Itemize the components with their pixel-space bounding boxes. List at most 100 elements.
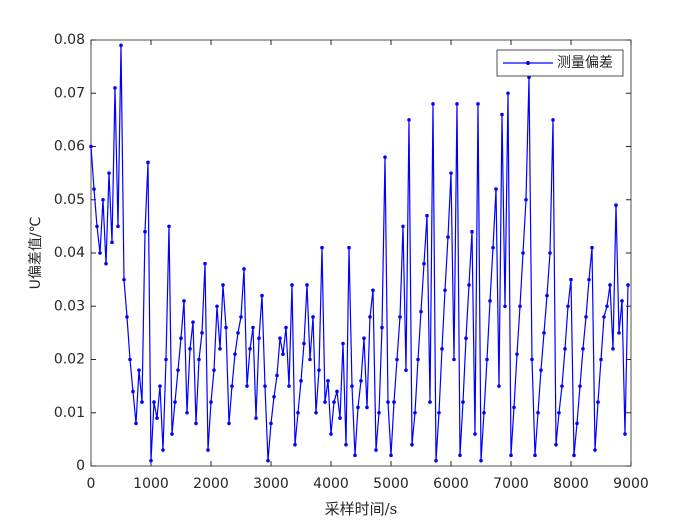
y-tick-label: 0.02 — [54, 352, 85, 368]
data-point — [209, 400, 213, 404]
data-point — [176, 368, 180, 372]
x-tick-label: 1000 — [133, 476, 169, 492]
data-point — [257, 336, 261, 341]
data-point — [434, 458, 438, 463]
data-point — [362, 336, 366, 341]
data-point — [437, 410, 441, 415]
data-point — [311, 315, 315, 319]
data-point — [500, 112, 504, 117]
data-point — [107, 171, 111, 175]
data-point — [563, 347, 567, 351]
data-point — [605, 304, 609, 309]
data-point — [254, 416, 258, 420]
data-point — [614, 203, 618, 207]
data-point — [236, 331, 240, 335]
data-point — [440, 347, 444, 351]
data-point — [188, 347, 192, 351]
data-point — [590, 245, 594, 250]
x-axis-label: 采样时间/s — [325, 500, 398, 518]
data-point — [239, 315, 243, 319]
data-point — [482, 410, 486, 415]
data-point — [428, 400, 432, 404]
data-point — [212, 368, 216, 372]
data-point — [359, 379, 363, 383]
data-point — [464, 336, 468, 341]
data-point — [521, 251, 525, 255]
data-point — [488, 299, 492, 303]
data-point — [191, 320, 195, 325]
y-tick-label: 0.01 — [54, 405, 85, 421]
data-point — [602, 315, 606, 319]
data-point — [308, 357, 312, 362]
data-point — [617, 331, 621, 335]
data-point — [194, 421, 198, 426]
data-point — [128, 357, 132, 362]
data-point — [305, 283, 309, 287]
data-point — [401, 224, 405, 229]
data-point — [485, 357, 489, 362]
data-point — [524, 197, 528, 202]
data-point — [89, 144, 93, 149]
data-point — [473, 432, 477, 436]
data-point — [449, 171, 453, 175]
data-point — [230, 384, 234, 388]
data-point — [413, 410, 417, 415]
data-point — [272, 394, 276, 399]
data-point — [227, 421, 231, 426]
data-line — [90, 45, 629, 461]
x-tick-label: 9000 — [613, 476, 649, 492]
data-point — [557, 410, 561, 415]
legend-marker — [526, 61, 530, 65]
data-point — [269, 421, 273, 426]
data-point — [281, 352, 285, 356]
data-point — [149, 458, 153, 463]
data-point — [242, 267, 246, 271]
data-point — [431, 102, 435, 106]
data-point — [323, 400, 327, 404]
data-point — [251, 325, 255, 330]
data-point — [245, 384, 249, 388]
data-point — [404, 368, 408, 372]
data-point — [275, 373, 279, 378]
data-point — [167, 224, 171, 229]
y-axis-label: U偏差值/℃ — [28, 217, 44, 290]
data-point — [110, 240, 114, 245]
x-tick-label: 7000 — [493, 476, 529, 492]
data-point — [419, 309, 423, 314]
data-point — [347, 245, 351, 250]
data-point — [554, 442, 558, 447]
data-point — [284, 325, 288, 330]
y-tick-label: 0.08 — [54, 32, 85, 48]
data-point — [113, 86, 117, 90]
data-point — [173, 400, 177, 404]
data-point — [374, 448, 378, 452]
data-point — [398, 315, 402, 319]
data-point — [98, 251, 102, 255]
data-point — [161, 448, 165, 452]
y-tick-label: 0.06 — [54, 139, 85, 155]
data-point — [422, 261, 426, 266]
data-point — [458, 453, 462, 458]
data-point — [596, 400, 600, 404]
legend-label: 测量偏差 — [557, 55, 613, 71]
data-point — [512, 405, 516, 410]
data-point — [536, 410, 540, 415]
data-point — [152, 400, 156, 404]
data-point — [626, 283, 630, 287]
data-point — [569, 277, 573, 282]
data-point — [416, 357, 420, 362]
x-tick-label: 3000 — [253, 476, 289, 492]
y-tick-label: 0.04 — [54, 245, 85, 261]
data-point — [125, 315, 129, 319]
data-point — [146, 160, 150, 165]
data-point — [581, 347, 585, 351]
data-point — [248, 347, 252, 351]
data-point — [392, 400, 396, 404]
data-point — [533, 453, 537, 458]
data-point — [575, 421, 579, 426]
y-tick-label: 0.03 — [54, 298, 85, 314]
data-point — [179, 336, 183, 341]
data-point — [377, 410, 381, 415]
data-point — [317, 368, 321, 372]
data-point — [170, 432, 174, 436]
